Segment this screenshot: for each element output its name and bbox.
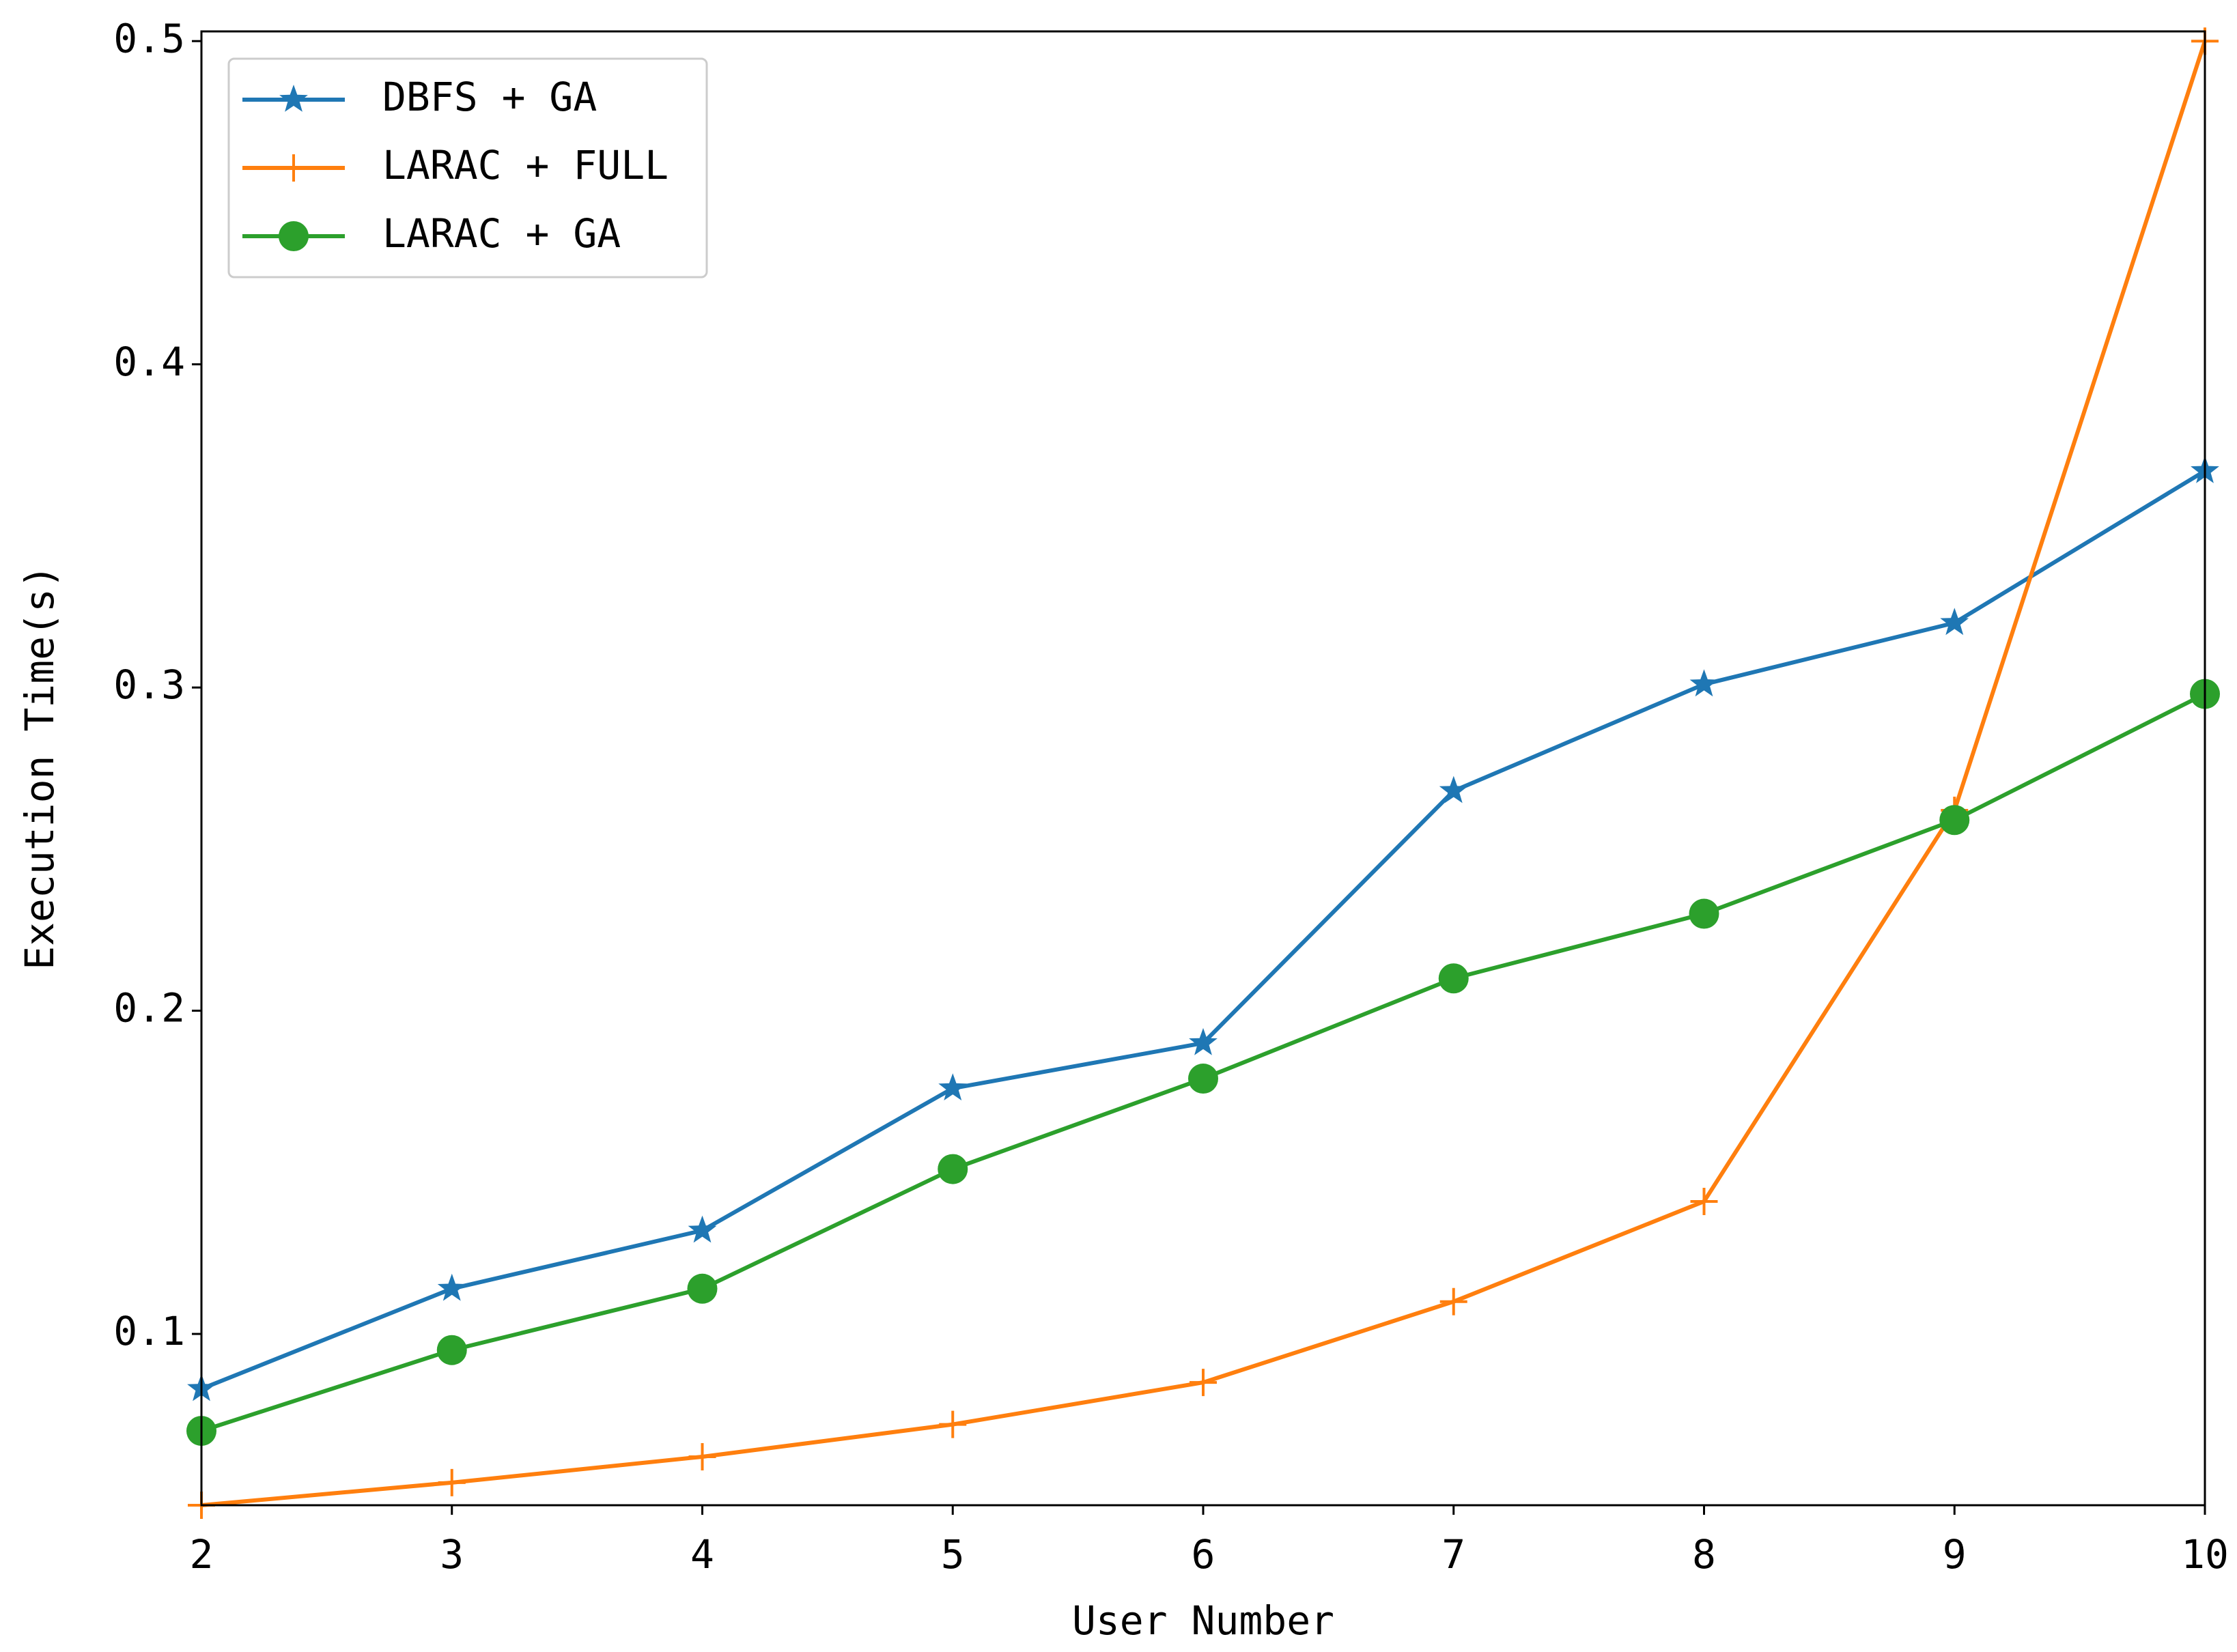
series-line: [201, 692, 2206, 1433]
data-point: [436, 1335, 467, 1365]
y-tick-label: 0.3: [113, 661, 185, 708]
data-point: [688, 1442, 716, 1470]
data-point: [1190, 1369, 1217, 1397]
data-point: [938, 1154, 968, 1184]
data-point: [1188, 1064, 1218, 1094]
y-tick-label: 0.1: [113, 1308, 185, 1354]
series-line: [200, 469, 2206, 1391]
data-point: [939, 1410, 967, 1438]
x-tick-label: 10: [2181, 1531, 2229, 1578]
y-tick-label: 0.5: [113, 15, 185, 61]
legend-marker: [279, 85, 308, 112]
legend-label: LARAC + GA: [382, 210, 621, 257]
legend-box: [227, 57, 708, 279]
plot-frame: [200, 30, 2206, 1507]
x-tick-label: 6: [1192, 1531, 1215, 1578]
legend-marker: [279, 221, 309, 251]
data-point: [1939, 805, 1970, 836]
data-point: [1438, 963, 1469, 994]
x-tick-label: 9: [1943, 1531, 1967, 1578]
data-point: [437, 1273, 466, 1301]
data-point: [1439, 775, 1468, 803]
legend-marker: [280, 154, 307, 182]
x-axis-label: User Number: [1072, 1597, 1334, 1644]
x-tick-label: 3: [440, 1531, 464, 1578]
x-tick-label: 7: [1441, 1531, 1465, 1578]
data-point: [438, 1468, 466, 1496]
data-point: [687, 1273, 718, 1304]
data-point: [938, 1073, 968, 1100]
data-point: [1439, 1287, 1467, 1315]
data-point: [1940, 608, 1969, 636]
data-point: [1690, 1187, 1718, 1215]
y-tick-label: 0.4: [113, 339, 185, 385]
y-axis-label: Execution Time(s): [16, 565, 63, 970]
x-tick-label: 5: [941, 1531, 965, 1578]
x-tick-label: 8: [1692, 1531, 1716, 1578]
legend-label: DBFS + GA: [382, 74, 597, 120]
data-point: [1689, 669, 1719, 697]
data-point: [688, 1215, 717, 1243]
x-tick-label: 2: [190, 1531, 214, 1578]
data-point: [1189, 1027, 1218, 1055]
y-tick-label: 0.2: [113, 985, 185, 1031]
data-point: [1689, 898, 1719, 929]
x-tick-label: 4: [690, 1531, 714, 1578]
legend-label: LARAC + FULL: [382, 142, 669, 188]
